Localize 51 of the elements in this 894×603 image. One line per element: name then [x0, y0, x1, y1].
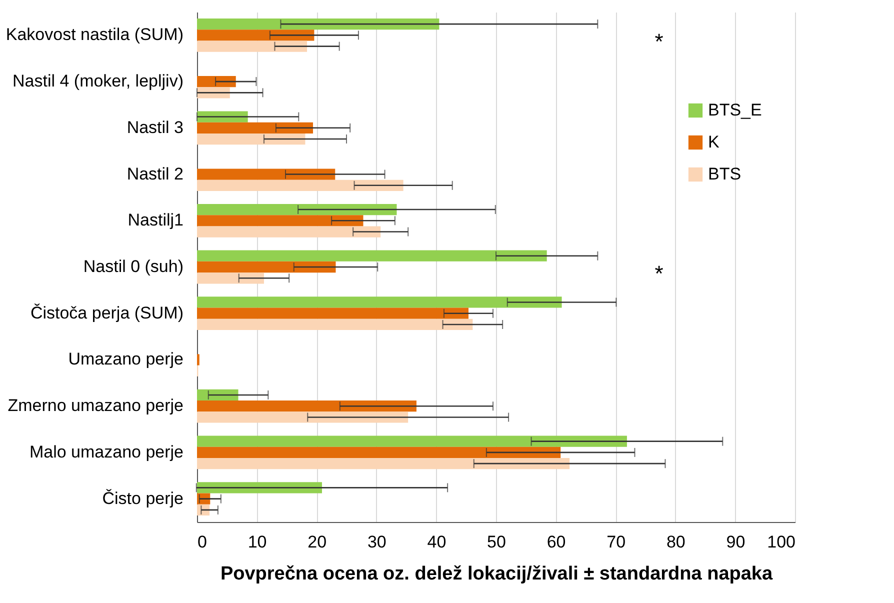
legend-label: BTS	[708, 164, 742, 184]
bar	[197, 168, 336, 180]
bar	[197, 272, 264, 284]
x-tick-label: 0	[198, 532, 207, 552]
y-tick-label: Kakovost nastila (SUM)	[6, 25, 184, 44]
bar	[197, 400, 416, 412]
y-tick-label: Nastilj1	[128, 210, 184, 230]
legend-label: K	[708, 132, 720, 152]
bar	[197, 122, 314, 134]
bar	[197, 318, 473, 330]
y-tick-label: Nastil 4 (moker, lepljiv)	[12, 72, 184, 91]
x-tick-label: 60	[546, 532, 566, 552]
bar	[197, 250, 547, 262]
bar	[197, 76, 236, 88]
bar	[197, 180, 404, 191]
y-tick-label: Umazano perje	[68, 350, 184, 369]
x-tick-label: 30	[367, 532, 386, 552]
bar	[197, 436, 627, 447]
x-axis-title: Povprečna ocena oz. delež lokacij/živali ± standardna napaka	[220, 564, 773, 584]
bar	[197, 412, 408, 423]
bar	[197, 226, 381, 238]
bar	[197, 458, 570, 470]
y-tick-label: Nastil 2	[126, 164, 184, 184]
y-tick-label: Nastil 3	[126, 118, 184, 137]
x-tick-label: 40	[427, 532, 446, 552]
x-tick-label: 80	[666, 532, 686, 552]
annotation: *	[654, 29, 664, 54]
bar	[197, 30, 314, 41]
bar	[197, 308, 468, 319]
x-tick-label: 100	[767, 532, 796, 552]
bar	[197, 389, 238, 401]
y-tick-label: Malo umazano perje	[29, 442, 184, 462]
bar	[197, 40, 308, 52]
y-tick-label: Čisto perje	[102, 488, 184, 508]
x-tick-label: 90	[726, 532, 746, 552]
x-tick-label: 10	[248, 532, 267, 552]
y-tick-label: Čistoča perja (SUM)	[30, 303, 184, 322]
y-tick-label: Nastil 0 (suh)	[83, 257, 184, 276]
annotation: *	[654, 261, 664, 286]
x-tick-label: 50	[487, 532, 506, 552]
y-tick-label: Zmerno umazano perje	[8, 396, 184, 416]
legend-label: BTS_E	[708, 100, 762, 120]
bar	[197, 204, 397, 216]
x-tick-label: 70	[606, 532, 626, 552]
bar	[197, 18, 440, 30]
x-tick-label: 20	[308, 532, 327, 552]
bar	[197, 133, 306, 145]
bar	[197, 261, 336, 273]
bar	[197, 215, 364, 226]
bar	[197, 296, 562, 308]
bar	[197, 446, 561, 458]
